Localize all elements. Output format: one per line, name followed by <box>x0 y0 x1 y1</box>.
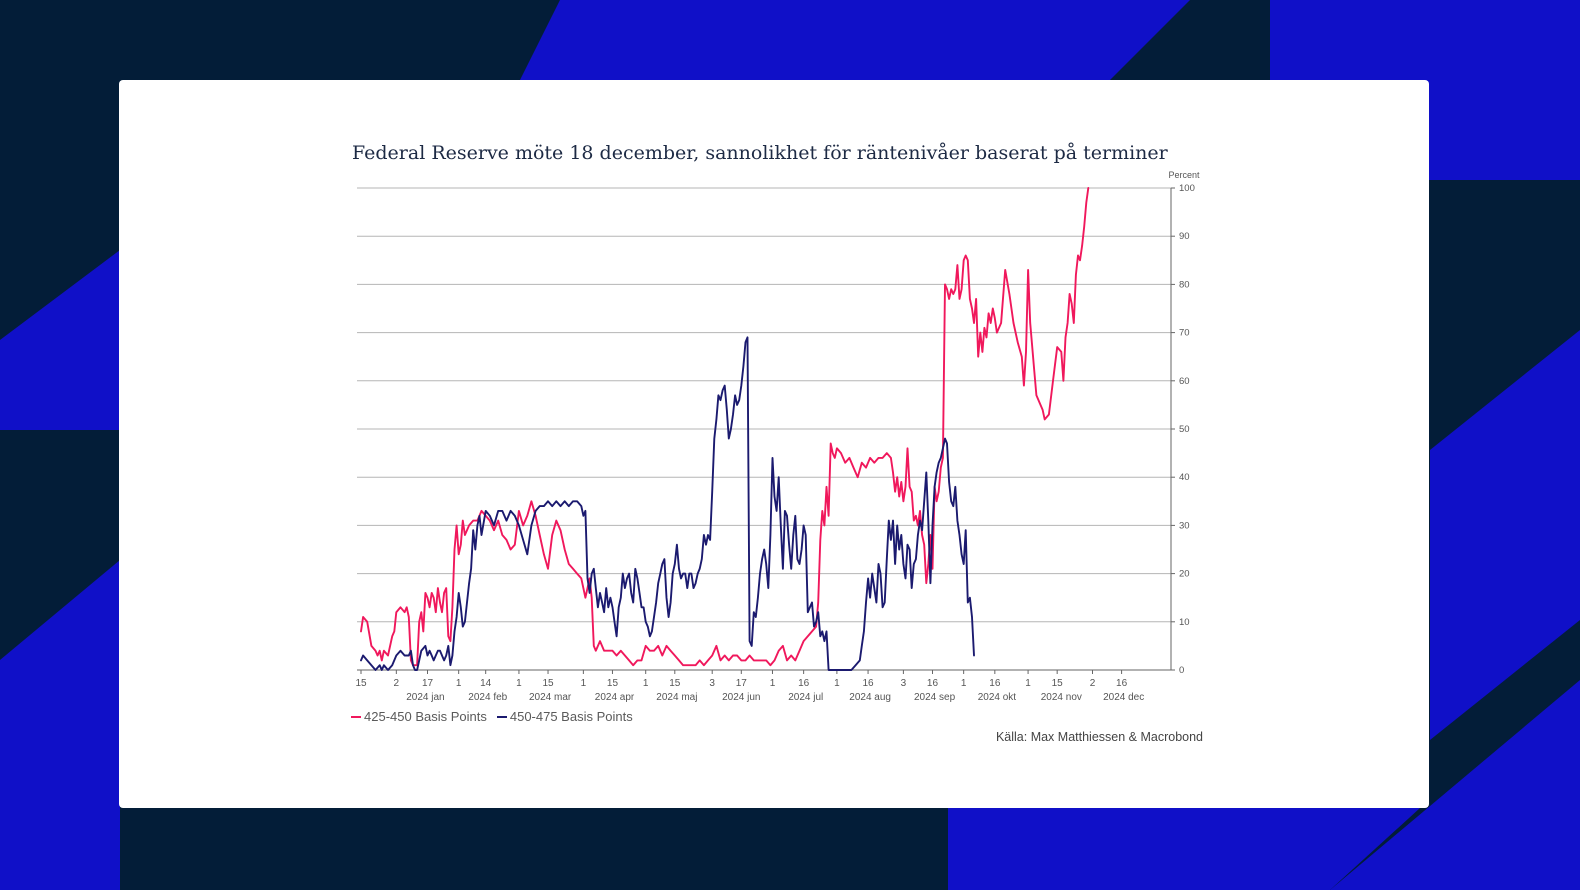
x-month-label: 2024 jan <box>406 692 444 703</box>
x-tick-label: 1 <box>456 678 462 689</box>
x-tick-label: 15 <box>607 678 619 689</box>
y-tick-label: 40 <box>1179 472 1190 483</box>
x-tick-label: 15 <box>1052 678 1064 689</box>
chart-legend: 425-450 Basis Points 450-475 Basis Point… <box>351 709 633 724</box>
x-tick-label: 14 <box>480 678 492 689</box>
x-tick-label: 1 <box>581 678 587 689</box>
series-line-2 <box>360 336 975 671</box>
x-tick-label: 1 <box>1025 678 1031 689</box>
y-tick-label: 50 <box>1179 424 1190 435</box>
line-chart: 0 10 20 30 40 50 60 70 80 90 100 Percent 15 2 17 1 14 1 15… <box>355 170 1200 703</box>
chart-card: Federal Reserve möte 18 december, sannol… <box>119 80 1429 808</box>
bg-stripe <box>0 560 120 890</box>
y-tick-label: 100 <box>1179 183 1195 194</box>
x-tick-label: 15 <box>355 678 367 689</box>
x-month-label: 2024 mar <box>529 692 572 703</box>
x-tick-label: 16 <box>1116 678 1128 689</box>
x-tick-label: 17 <box>736 678 748 689</box>
bg-stripe <box>948 808 1420 890</box>
bg-stripe <box>1330 680 1580 890</box>
x-tick-label: 2 <box>1090 678 1096 689</box>
x-month-label: 2024 dec <box>1103 692 1144 703</box>
x-tick-label: 2 <box>394 678 400 689</box>
y-tick-label: 20 <box>1179 569 1190 580</box>
x-tick-label: 1 <box>834 678 840 689</box>
x-month-label: 2024 apr <box>595 692 635 703</box>
y-axis-label: Percent <box>1168 170 1200 180</box>
x-month-label: 2024 nov <box>1041 692 1082 703</box>
y-tick-label: 10 <box>1179 617 1190 628</box>
legend-label: 450-475 Basis Points <box>509 709 633 724</box>
y-tick-label: 60 <box>1179 376 1190 387</box>
x-month-label: 2024 feb <box>468 692 507 703</box>
legend-swatch <box>496 715 507 718</box>
x-month-label: 2024 aug <box>849 692 891 703</box>
x-month-label: 2024 jul <box>788 692 823 703</box>
x-tick-label: 1 <box>770 678 776 689</box>
legend-item: 450-475 Basis Points <box>496 709 633 724</box>
bg-stripe <box>1430 330 1580 740</box>
y-tick-label: 30 <box>1179 520 1190 531</box>
x-tick-label: 16 <box>927 678 939 689</box>
bg-stripe <box>0 250 120 430</box>
y-tick-label: 80 <box>1179 279 1190 290</box>
x-tick-label: 3 <box>901 678 907 689</box>
x-tick-label: 3 <box>709 678 715 689</box>
x-month-label: 2024 maj <box>656 692 697 703</box>
x-month-label: 2024 okt <box>978 692 1017 703</box>
x-tick-label: 15 <box>542 678 554 689</box>
x-tick-label: 16 <box>989 678 1001 689</box>
legend-label: 425-450 Basis Points <box>364 709 487 724</box>
x-tick-label: 16 <box>863 678 875 689</box>
series-line-1 <box>360 187 1090 667</box>
x-month-label: 2024 jun <box>722 692 760 703</box>
x-tick-label: 1 <box>961 678 967 689</box>
legend-item: 425-450 Basis Points <box>351 709 487 724</box>
x-tick-label: 15 <box>669 678 681 689</box>
y-tick-label: 70 <box>1179 328 1190 339</box>
legend-swatch <box>351 715 361 718</box>
x-month-label: 2024 sep <box>914 692 956 703</box>
chart-title: Federal Reserve möte 18 december, sannol… <box>352 142 1168 164</box>
y-tick-label: 90 <box>1179 231 1190 242</box>
x-tick-label: 1 <box>643 678 649 689</box>
x-tick-label: 1 <box>516 678 522 689</box>
source-note: Källa: Max Matthiessen & Macrobond <box>995 730 1203 744</box>
y-tick-label: 0 <box>1179 665 1184 676</box>
x-tick-label: 17 <box>422 678 434 689</box>
x-tick-label: 16 <box>798 678 810 689</box>
